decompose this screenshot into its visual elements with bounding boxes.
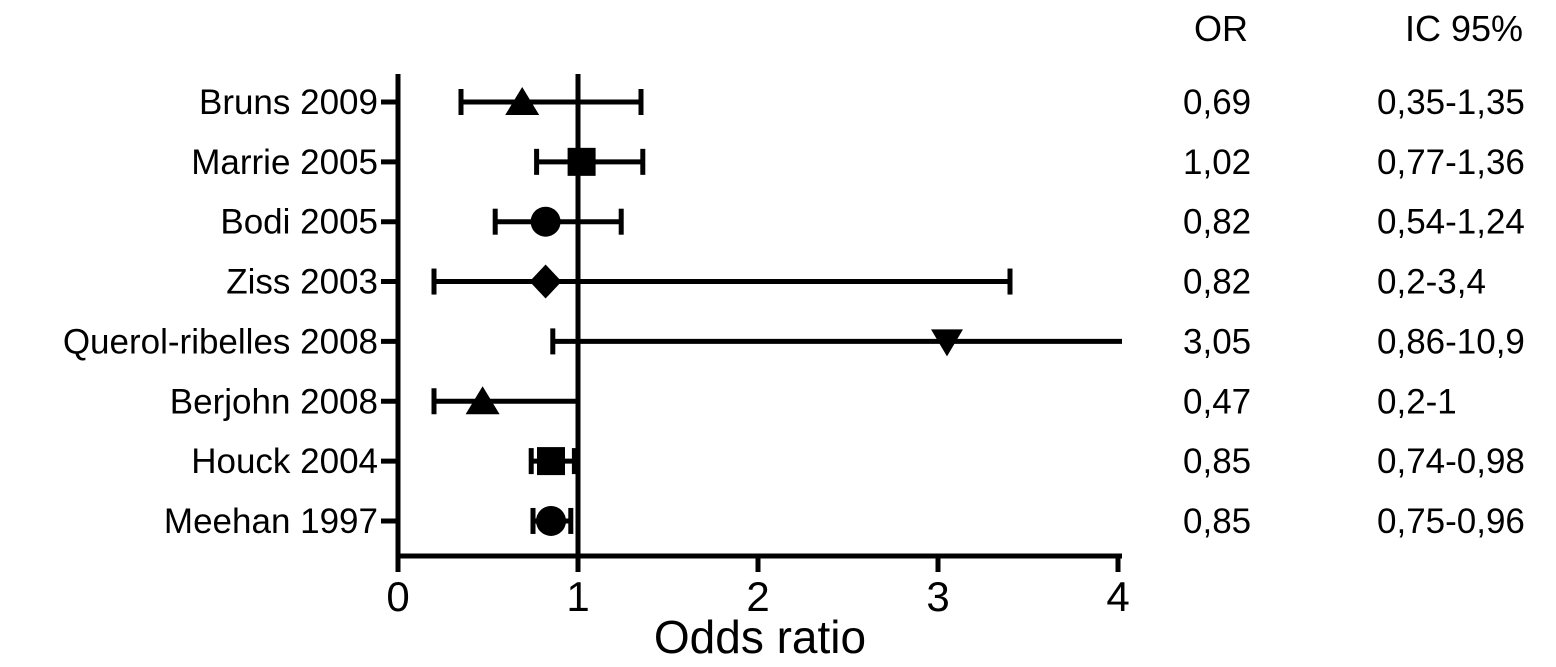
or-value: 3,05 — [1183, 322, 1251, 361]
x-axis-tick-label: 2 — [746, 573, 769, 620]
ci-value: 0,74-0,98 — [1377, 442, 1525, 481]
ci-value: 0,54-1,24 — [1377, 203, 1525, 242]
study-label: Houck 2004 — [191, 442, 378, 481]
x-axis-tick-label: 3 — [926, 573, 949, 620]
ci-value: 0,86-10,9 — [1377, 322, 1525, 361]
or-marker-triangle-down — [931, 329, 963, 357]
x-axis-tick-label: 0 — [386, 573, 409, 620]
or-value: 0,69 — [1183, 83, 1251, 122]
study-label: Meehan 1997 — [164, 502, 378, 541]
or-marker-circle — [536, 505, 566, 536]
x-axis-title: Odds ratio — [654, 611, 866, 663]
x-axis-tick-label: 1 — [566, 573, 589, 620]
ci-value: 0,35-1,35 — [1377, 83, 1525, 122]
study-label: Bruns 2009 — [199, 83, 378, 122]
ci-column-header: IC 95% — [1405, 8, 1523, 49]
plot-render-layer: 0 1 2 3 4 Bruns 2009 0,69 0,35-1,35 Marrie 2005 1… — [63, 74, 1525, 620]
or-marker-circle — [530, 206, 561, 237]
x-axis-tick-label: 4 — [1106, 573, 1129, 620]
or-marker-square — [567, 147, 596, 176]
or-value: 0,85 — [1183, 502, 1251, 541]
study-label: Querol-ribelles 2008 — [63, 322, 378, 361]
ci-value: 0,77-1,36 — [1377, 143, 1525, 182]
or-marker-square — [537, 447, 565, 476]
or-marker-triangle-up — [505, 87, 540, 115]
ci-value: 0,75-0,96 — [1377, 502, 1525, 541]
or-value: 0,82 — [1183, 263, 1251, 302]
or-value: 0,47 — [1183, 382, 1251, 421]
ci-value: 0,2-3,4 — [1377, 263, 1486, 302]
or-column-header: OR — [1194, 8, 1248, 49]
study-label: Berjohn 2008 — [170, 382, 378, 421]
or-value: 0,85 — [1183, 442, 1251, 481]
ci-value: 0,2-1 — [1377, 382, 1457, 421]
study-label: Ziss 2003 — [226, 263, 378, 302]
or-value: 1,02 — [1183, 143, 1251, 182]
or-marker-diamond — [529, 264, 562, 299]
or-marker-triangle-up — [465, 386, 500, 415]
or-value: 0,82 — [1183, 203, 1251, 242]
study-label: Marrie 2005 — [191, 143, 378, 182]
study-label: Bodi 2005 — [220, 203, 378, 242]
